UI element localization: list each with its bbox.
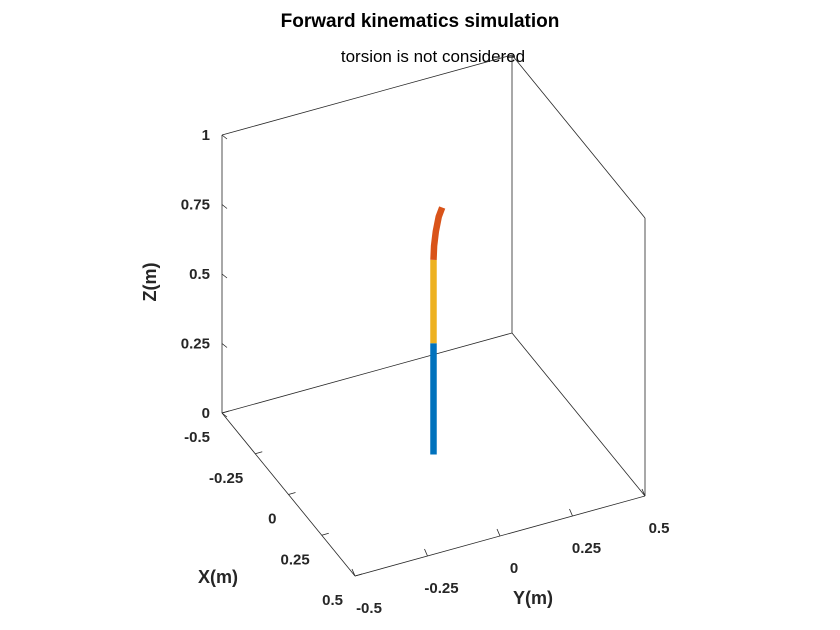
box-edge-y-back-floor [221,332,513,414]
y-tick [641,488,646,497]
z-tick [221,204,228,209]
z-tick-label: 0.75 [181,197,210,214]
chart-title: Forward kinematics simulation [281,11,560,32]
y-tick-label: 0.25 [572,540,601,557]
z-tick-label: 1 [202,127,210,144]
x-tick [255,451,263,455]
x-axis-label: X(m) [198,567,238,587]
series-line-3 [430,206,446,261]
x-tick-label: 0.5 [322,592,343,609]
y-tick-label: -0.5 [356,600,382,617]
box-edge-x-back-floor [511,332,646,497]
y-tick [351,568,356,577]
z-tick-label: 0.5 [189,266,210,283]
x-tick-label: 0 [268,511,276,528]
z-tick-label: 0.25 [181,336,210,353]
y-tick [424,548,428,557]
x-tick [321,532,329,536]
tick-labels: -0.5 -0.25 0 0.25 0.5 -0.5 -0.25 0 0.25 0.5 0 0.25 0… [181,127,670,617]
x-tick [354,573,363,577]
y-tick-label: -0.25 [424,580,458,597]
tick-marks [221,134,646,577]
box-edge-y-top [221,54,513,136]
z-tick [221,343,228,348]
z-axis-label: Z(m) [140,263,160,302]
z-tick [221,412,228,418]
x-tick-label: -0.25 [209,470,243,487]
series-lines [430,206,446,455]
y-tick [496,528,501,537]
x-tick-label: 0.25 [281,551,310,568]
y-axis-label: Y(m) [513,588,553,608]
x-tick [288,492,296,495]
chart-subtitle: torsion is not considered [341,47,525,66]
x-tick-label: -0.5 [184,429,210,446]
z-tick [221,273,228,279]
x-tick [221,410,230,414]
y-tick-label: 0 [510,560,518,577]
z-tick-label: 0 [202,405,210,422]
y-tick [569,508,573,517]
box-edge-x-top [511,54,646,219]
y-tick-label: 0.5 [649,520,670,537]
z-tick [221,134,228,140]
